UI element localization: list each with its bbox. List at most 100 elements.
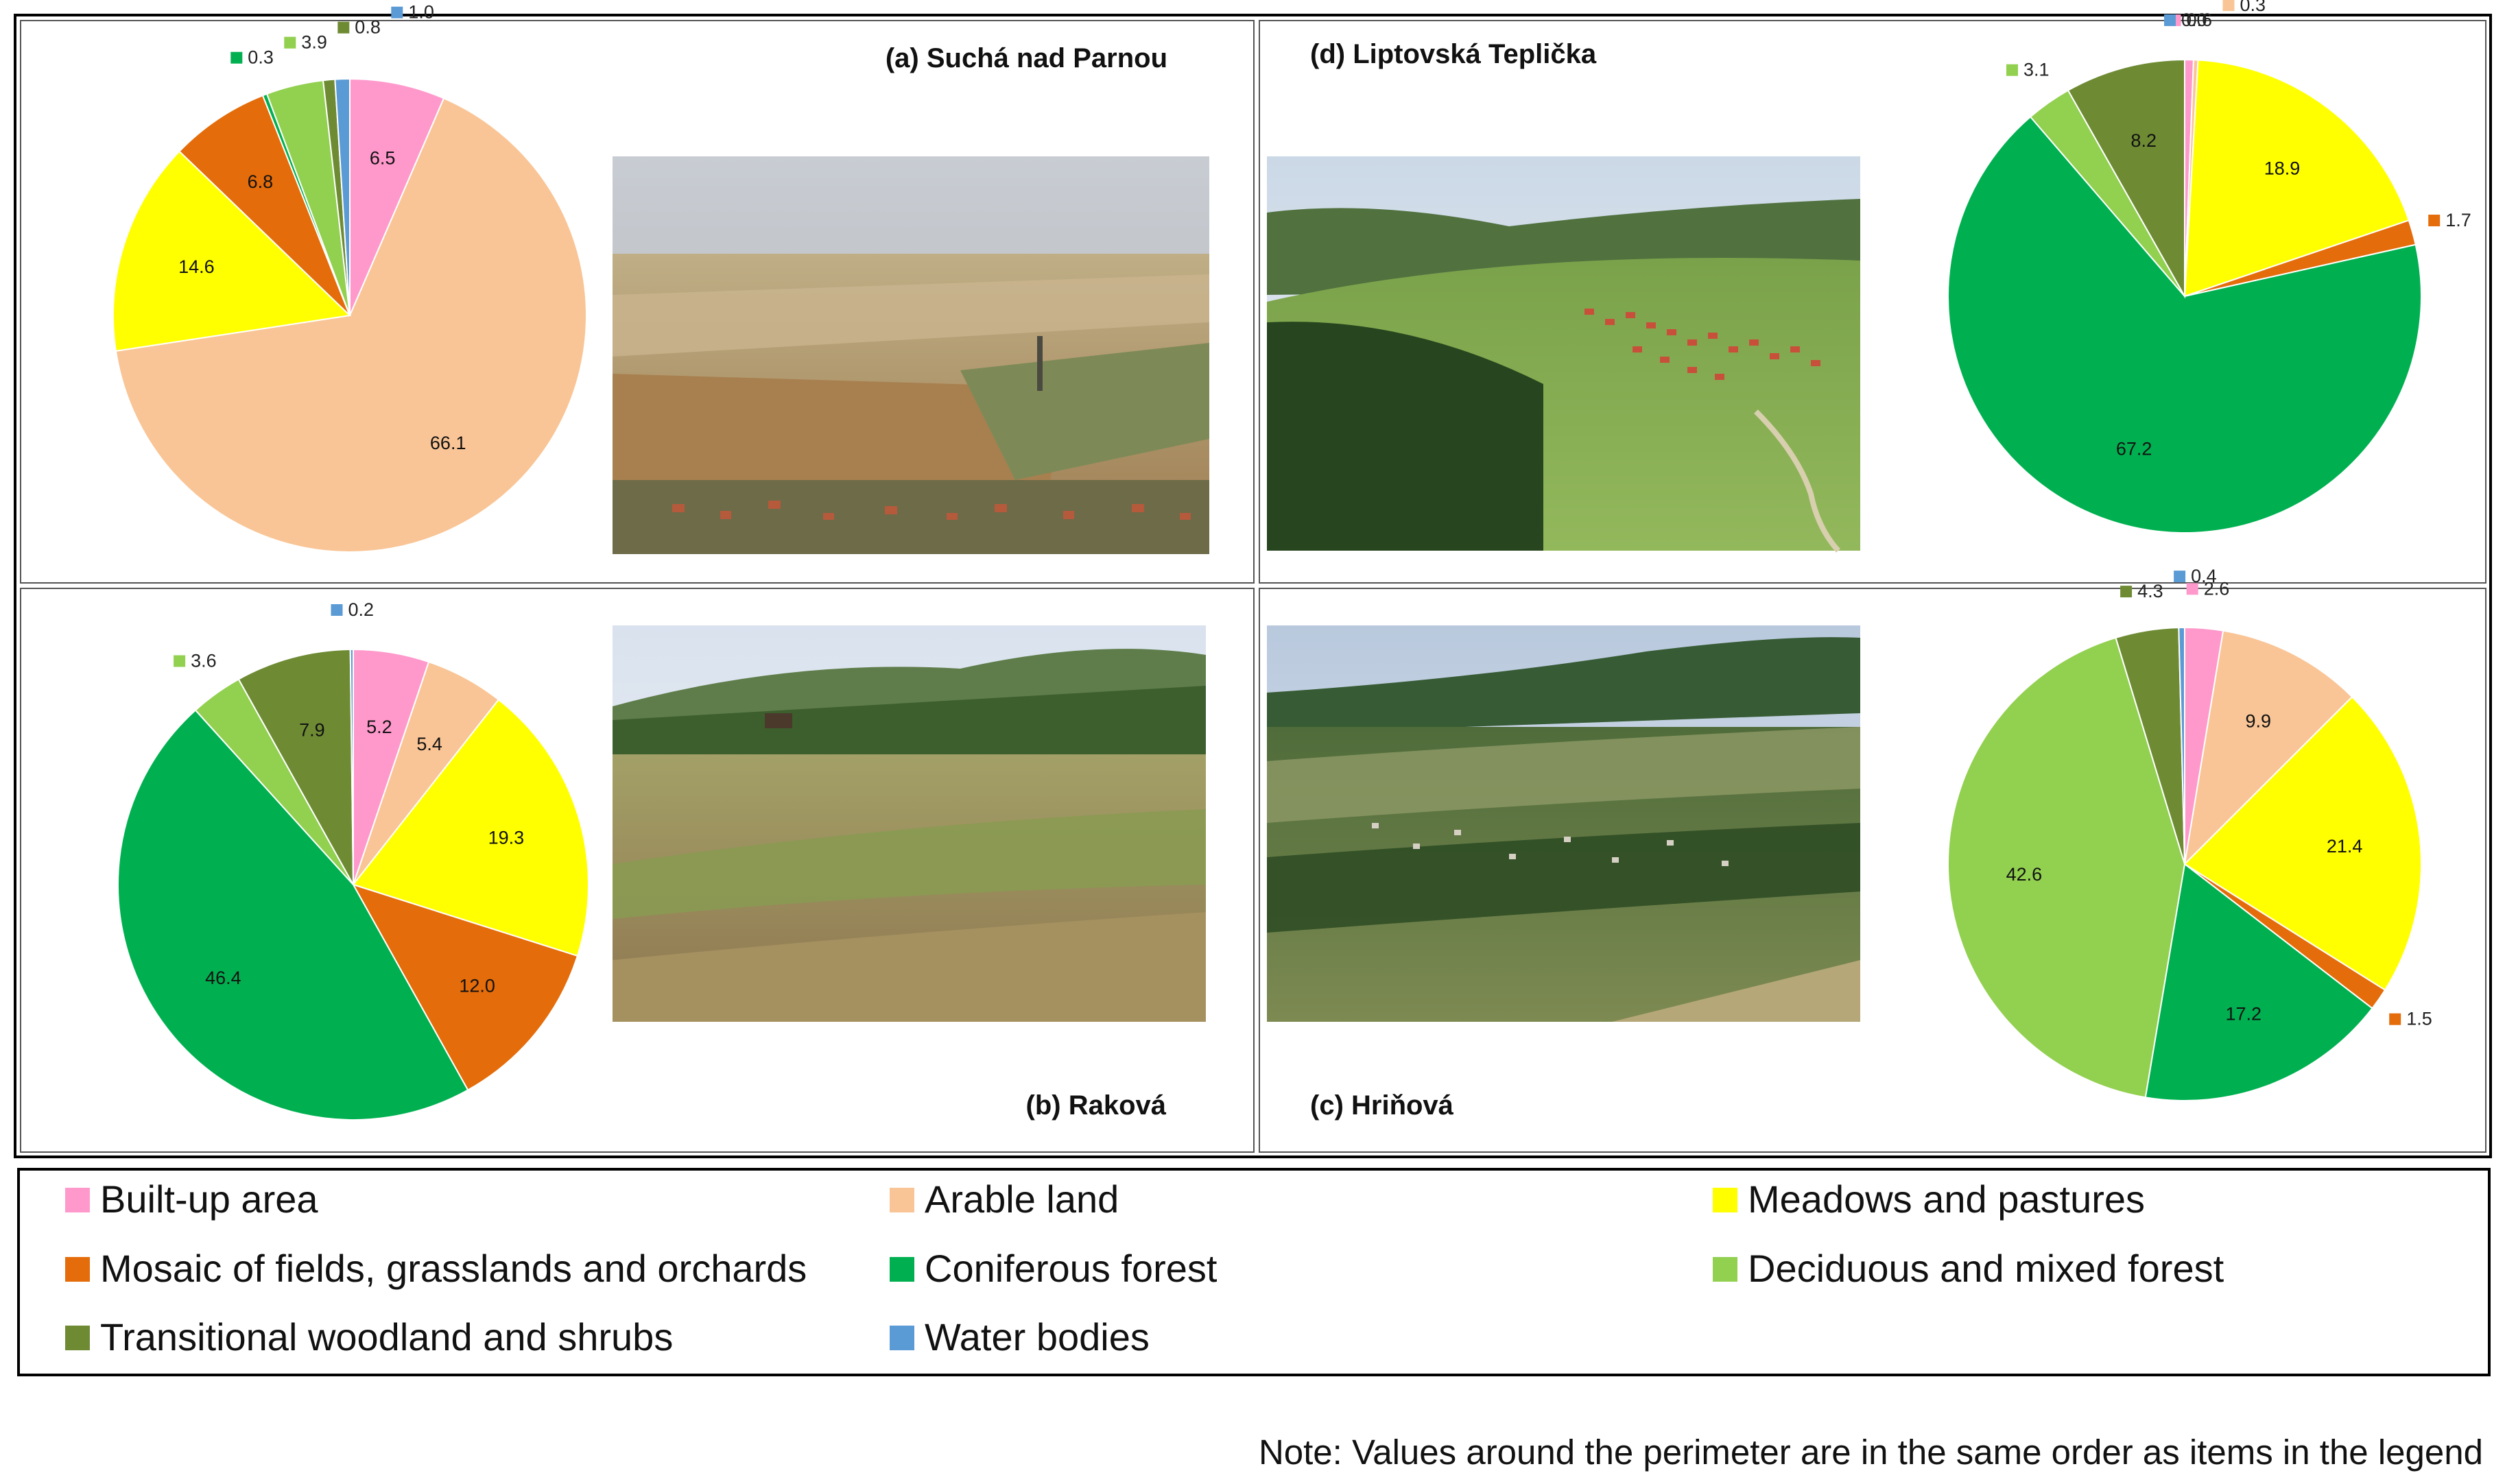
pie-label-marker [2174, 571, 2186, 583]
legend-label: Water bodies [925, 1315, 1150, 1359]
legend-label: Arable land [925, 1177, 1119, 1221]
panel-b-title: (b) Raková [1026, 1090, 1167, 1121]
legend-swatch [890, 1188, 914, 1212]
legend-swatch [1713, 1257, 1737, 1282]
pie-label-marker [2164, 14, 2176, 26]
pie-data-label: 6.5 [370, 147, 396, 168]
legend-item-deciduous: Deciduous and mixed forest [1713, 1247, 2224, 1290]
pie-chart-d: 18.9 67.2 8.2 0.6 0.3 1.7 3.1 0.0 [1947, 0, 2471, 534]
legend-item-built-up: Built-up area [65, 1177, 318, 1221]
pie-data-label: 7.9 [299, 720, 325, 741]
legend-item-water: Water bodies [890, 1315, 1150, 1359]
legend-item-mosaic: Mosaic of fields, grasslands and orchard… [65, 1247, 807, 1290]
pie-data-label: 9.9 [2246, 710, 2272, 731]
pie-data-label: 42.6 [2006, 864, 2043, 885]
legend-label: Built-up area [100, 1177, 318, 1221]
pie-label-marker [2389, 1013, 2401, 1025]
panel-b-border [20, 588, 1255, 1153]
pie-slice-deciduous [1947, 636, 2186, 1099]
pie-slice-water [2178, 626, 2185, 865]
pie-label-marker [2222, 0, 2235, 12]
pie-slice-meadows [2183, 695, 2422, 992]
pie-data-label-outside: 0.6 [2187, 10, 2213, 30]
pie-slice-water [349, 648, 354, 885]
pie-slice-arable [115, 97, 588, 553]
pie-label-marker [2006, 64, 2018, 76]
pie-data-label-outside: 1.7 [2445, 210, 2471, 230]
pie-label-marker [174, 655, 186, 667]
pie-data-label-outside: 0.0 [2181, 10, 2207, 30]
pie-data-label: 67.2 [2116, 439, 2152, 459]
legend-item-coniferous: Coniferous forest [890, 1247, 1218, 1290]
legend: Built-up area Arable land Meadows and pa… [65, 1177, 2224, 1359]
pie-data-label: 6.8 [248, 171, 274, 192]
photo-b-meadow [613, 625, 1206, 1022]
pie-data-label-outside: 3.1 [2023, 60, 2050, 80]
photo-d-village [1267, 156, 1860, 553]
legend-swatch [890, 1326, 914, 1350]
pie-label-marker [284, 36, 296, 49]
pie-slice-coniferous [1947, 115, 2422, 534]
pie-data-label: 66.1 [430, 433, 466, 453]
legend-label: Meadows and pastures [1748, 1177, 2145, 1221]
legend-item-arable: Arable land [890, 1177, 1119, 1221]
legend-box [17, 1168, 2491, 1376]
pie-data-label: 8.2 [2130, 130, 2157, 151]
pie-data-label: 18.9 [2264, 158, 2301, 178]
pie-slice-meadows [352, 698, 589, 957]
pie-slice-water [334, 77, 351, 316]
photo-c-valley [1267, 625, 1860, 1022]
panel-c-title: (c) Hriňová [1310, 1090, 1454, 1121]
pie-label-marker [337, 21, 350, 34]
pie-data-label: 5.2 [366, 717, 392, 737]
pie-slice-mosaic [178, 94, 351, 316]
pie-data-label: 17.2 [2226, 1003, 2262, 1024]
footnote: Note: Values around the perimeter are in… [1259, 1433, 2483, 1472]
pie-label-marker [331, 604, 343, 616]
panel-a-border [20, 20, 1255, 584]
pie-data-label-outside: 3.9 [301, 32, 327, 53]
pie-data-label-outside: 0.4 [2191, 566, 2217, 586]
pie-chart-b: 5.2 5.4 19.3 12.0 46.4 7.9 3.6 0.2 [117, 599, 589, 1121]
pie-slice-meadows [112, 150, 352, 352]
pie-slice-arable [2183, 630, 2353, 866]
pie-slice-coniferous [2144, 863, 2373, 1101]
panel-d-title: (d) Liptovská Teplička [1310, 39, 1597, 69]
legend-swatch [890, 1257, 914, 1282]
legend-label: Transitional woodland and shrubs [100, 1315, 673, 1359]
pie-data-label-outside: 1.0 [408, 2, 434, 23]
legend-swatch [65, 1188, 90, 1212]
pie-data-label-outside: 4.3 [2137, 581, 2163, 601]
legend-swatch [1713, 1188, 1737, 1212]
pie-slice-built-up [349, 77, 445, 316]
pie-data-label-outside: 0.3 [2240, 0, 2266, 15]
pie-data-label: 14.6 [178, 256, 215, 277]
pie-data-label: 12.0 [459, 976, 495, 996]
pie-label-marker [230, 51, 243, 64]
photo-a-landscape [613, 156, 1209, 554]
pie-data-label-outside: 2.6 [2204, 578, 2230, 599]
pie-data-label-outside: 1.5 [2406, 1009, 2432, 1029]
legend-item-meadows: Meadows and pastures [1713, 1177, 2145, 1221]
pie-slice-transitional [237, 649, 354, 885]
legend-label: Deciduous and mixed forest [1748, 1247, 2224, 1290]
pie-data-label-outside: 0.8 [355, 17, 381, 38]
pie-slice-meadows [2183, 59, 2410, 298]
legend-label: Mosaic of fields, grasslands and orchard… [100, 1247, 807, 1290]
legend-item-transitional: Transitional woodland and shrubs [65, 1315, 673, 1359]
pie-data-label: 19.3 [488, 827, 525, 848]
pie-data-label-outside: 3.6 [191, 651, 217, 671]
pie-data-label: 46.4 [205, 968, 241, 988]
panel-d-border [1259, 20, 2486, 584]
legend-label: Coniferous forest [925, 1247, 1218, 1290]
panel-a-title: (a) Suchá nad Parnou [886, 43, 1167, 73]
pie-chart-c: 9.9 21.4 17.2 42.6 2.6 1.5 4.3 0.4 [1947, 566, 2432, 1101]
legend-swatch [65, 1257, 90, 1282]
pie-data-label-outside: 0.2 [348, 599, 375, 620]
pie-label-marker [391, 6, 403, 19]
pie-data-label: 21.4 [2327, 836, 2363, 857]
panel-c-border [1259, 588, 2486, 1153]
pie-data-label: 5.4 [416, 734, 442, 754]
pie-slice-mosaic [351, 883, 579, 1091]
